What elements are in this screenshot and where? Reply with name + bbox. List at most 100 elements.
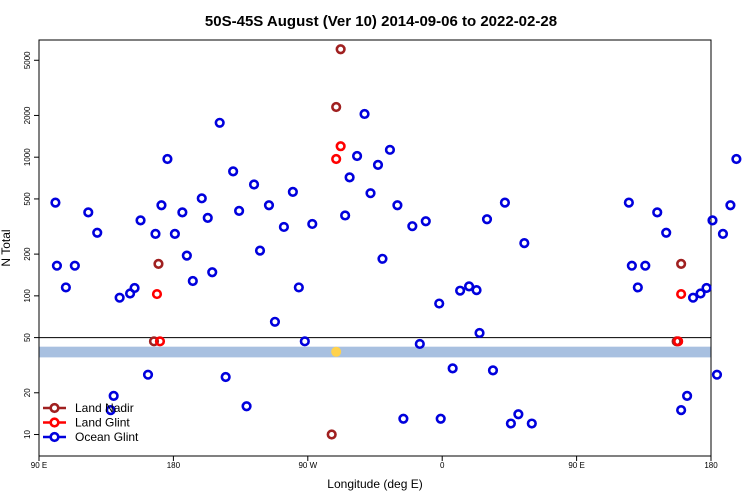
data-point — [299, 336, 310, 347]
x-tick-label: 90 W — [298, 461, 317, 470]
legend-label: Land Nadir — [75, 401, 134, 415]
data-point — [148, 336, 160, 347]
data-point — [455, 285, 466, 296]
data-point — [434, 298, 445, 309]
data-point — [676, 258, 687, 269]
y-tick-label: 500 — [23, 192, 32, 206]
data-point — [69, 260, 80, 271]
series-land-glint — [151, 141, 687, 347]
data-point — [83, 207, 94, 218]
data-point — [114, 292, 125, 303]
data-point — [652, 207, 663, 218]
data-point — [234, 205, 245, 216]
data-point — [187, 275, 198, 287]
data-point — [519, 238, 530, 249]
y-axis: 10 20 50 100 200 500 1000 2000 5000 — [23, 51, 39, 439]
data-point — [505, 418, 516, 429]
data-point — [181, 250, 192, 261]
data-point — [398, 413, 409, 424]
data-point — [682, 390, 693, 401]
data-point — [414, 338, 425, 350]
data-point — [254, 245, 266, 256]
data-point — [92, 227, 103, 238]
x-tick-label: 90 E — [31, 461, 47, 470]
legend-marker — [49, 417, 60, 428]
data-point — [335, 44, 346, 55]
data-point — [335, 141, 346, 152]
data-point — [248, 179, 260, 190]
data-point — [463, 281, 475, 292]
series-ocean-glint — [50, 108, 742, 429]
sensitivity-band — [39, 346, 711, 358]
y-tick-label: 10 — [23, 430, 32, 439]
data-point — [447, 363, 458, 374]
data-point — [287, 186, 298, 197]
data-point — [263, 200, 275, 211]
legend-marker — [49, 431, 60, 443]
chart-title: 50S-45S August (Ver 10) 2014-09-06 to 20… — [205, 13, 557, 30]
data-point — [392, 200, 403, 211]
data-point — [623, 197, 634, 208]
y-tick-label: 100 — [23, 289, 32, 303]
data-point — [50, 197, 61, 208]
data-point — [731, 153, 742, 165]
data-point — [513, 409, 524, 420]
data-point — [526, 418, 537, 429]
data-point — [196, 193, 207, 204]
data-point — [359, 108, 370, 120]
data-point — [365, 188, 376, 199]
y-tick-label: 5000 — [23, 51, 32, 69]
legend-marker — [49, 402, 60, 414]
data-point — [344, 172, 355, 183]
data-point — [711, 369, 723, 380]
y-tick-label: 50 — [23, 333, 32, 342]
data-point — [293, 282, 304, 293]
data-point — [687, 292, 699, 303]
data-point — [220, 371, 231, 383]
data-point — [153, 258, 164, 269]
data-point — [154, 336, 166, 347]
data-point — [105, 405, 116, 416]
data-point — [676, 288, 687, 300]
data-point — [60, 282, 71, 293]
data-point — [307, 218, 318, 230]
data-point — [499, 197, 511, 208]
data-point — [420, 216, 431, 227]
y-tick-label: 20 — [23, 388, 32, 397]
x-tick-label: 180 — [704, 461, 718, 470]
data-point — [407, 221, 418, 232]
points-layer — [50, 44, 742, 440]
data-point — [162, 153, 173, 165]
data-point — [640, 260, 651, 271]
data-point — [351, 150, 363, 162]
data-point — [151, 288, 163, 300]
data-point — [481, 214, 493, 225]
data-point — [129, 282, 140, 294]
x-axis: 90 E 180 90 W 0 90 E 180 — [31, 456, 718, 470]
plot-area-frame — [38, 39, 712, 457]
data-point — [340, 210, 351, 221]
data-point — [435, 413, 446, 424]
data-point — [377, 253, 388, 264]
band-layer — [39, 346, 711, 358]
data-point — [331, 153, 342, 165]
data-point — [471, 285, 482, 296]
y-tick-label: 2000 — [23, 106, 32, 124]
data-point — [326, 429, 337, 440]
band-marker — [331, 346, 342, 357]
data-point — [241, 401, 252, 412]
series-land-nadir — [148, 44, 687, 440]
data-point — [142, 369, 154, 380]
data-point — [487, 365, 499, 376]
data-point — [269, 316, 281, 327]
data-point — [150, 228, 161, 239]
legend-label: Land Glint — [75, 416, 130, 430]
data-point — [156, 200, 167, 211]
x-tick-label: 0 — [440, 461, 445, 470]
data-point — [177, 207, 188, 218]
data-point — [202, 212, 213, 223]
data-point — [228, 166, 239, 177]
y-tick-label: 1000 — [23, 148, 32, 166]
